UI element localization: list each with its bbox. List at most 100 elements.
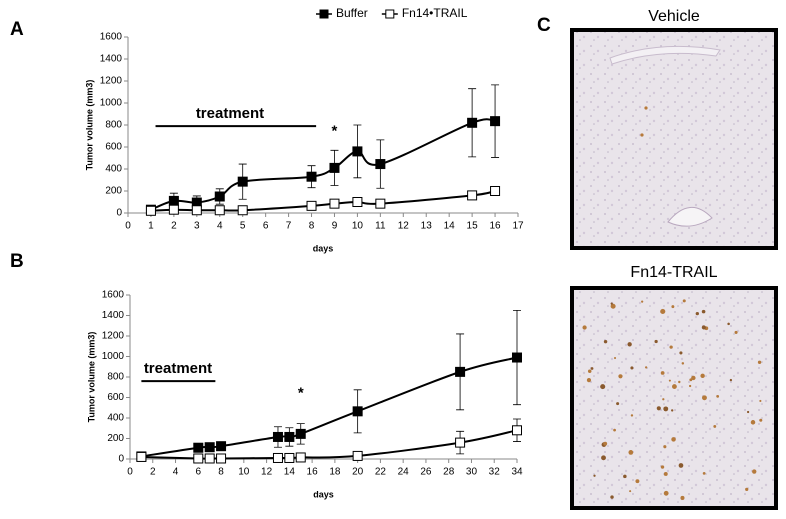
- x-tick-label: 5: [240, 221, 246, 232]
- stain-dot: [662, 398, 665, 401]
- data-point: [375, 198, 386, 209]
- stain-dot: [587, 369, 592, 374]
- stain-dot: [672, 384, 677, 389]
- stain-dot: [640, 133, 644, 137]
- y-tick-label: 200: [105, 186, 122, 197]
- stain-dot: [590, 367, 594, 370]
- data-point: [214, 191, 225, 202]
- stain-dot: [691, 375, 696, 381]
- stain-dot: [603, 441, 608, 446]
- stain-dot: [702, 472, 706, 475]
- stain-dot: [678, 380, 681, 384]
- stain-dots: [582, 299, 763, 500]
- x-tick-label: 17: [512, 221, 524, 232]
- stain-dot: [610, 303, 616, 309]
- stain-dot: [669, 345, 673, 349]
- stain-dot: [630, 414, 634, 417]
- y-tick-label: 1000: [102, 351, 125, 362]
- x-tick-label: 6: [196, 467, 202, 478]
- stain-dot: [682, 299, 686, 303]
- data-point: [455, 437, 466, 448]
- stain-dot: [680, 495, 685, 500]
- x-tick-label: 4: [217, 221, 223, 232]
- data-point: [204, 453, 215, 464]
- stain-dot: [695, 311, 699, 316]
- stain-dot: [702, 395, 707, 401]
- x-tick-label: 30: [466, 467, 478, 478]
- tissue-vessel: [609, 45, 721, 65]
- stain-dot: [734, 330, 738, 334]
- data-point: [352, 197, 363, 207]
- legend: Buffer Fn14•TRAIL: [316, 6, 468, 20]
- data-point: [306, 171, 317, 182]
- legend-label: Buffer: [336, 6, 368, 20]
- x-tick-label: 15: [467, 221, 479, 232]
- data-point: [272, 452, 283, 463]
- stain-dot: [671, 409, 674, 412]
- image-title: Fn14-TRAIL: [630, 264, 717, 281]
- data-point: [455, 366, 466, 377]
- panel-label: B: [10, 251, 24, 272]
- stain-dot: [630, 366, 634, 370]
- data-point: [216, 453, 227, 464]
- stain-dot: [660, 371, 665, 375]
- stain-dot: [601, 455, 606, 461]
- x-tick-label: 16: [307, 467, 319, 478]
- legend-label: Fn14•TRAIL: [402, 6, 468, 20]
- y-tick-label: 600: [107, 392, 124, 403]
- x-axis-title: days: [313, 489, 334, 499]
- x-tick-label: 10: [238, 467, 250, 478]
- x-tick-label: 24: [398, 467, 410, 478]
- stain-dot: [663, 445, 667, 449]
- x-tick-label: 20: [352, 467, 364, 478]
- stain-dot: [759, 399, 762, 403]
- x-tick-label: 0: [127, 467, 133, 478]
- x-tick-label: 6: [263, 221, 269, 232]
- x-tick-label: 1: [148, 221, 154, 232]
- stain-dot: [663, 490, 669, 496]
- stain-dot: [678, 463, 684, 468]
- data-point: [467, 190, 478, 201]
- y-tick-label: 1400: [102, 310, 125, 321]
- x-tick-label: 10: [352, 221, 364, 232]
- x-tick-label: 0: [125, 221, 131, 232]
- y-tick-label: 0: [116, 208, 122, 219]
- x-tick-label: 8: [218, 467, 224, 478]
- x-axis-title: days: [313, 243, 334, 253]
- stain-dot: [745, 487, 749, 491]
- y-tick-label: 0: [118, 454, 124, 465]
- data-point: [168, 195, 179, 206]
- data-point: [136, 451, 147, 462]
- x-tick-label: 14: [444, 221, 456, 232]
- data-point: [237, 176, 248, 187]
- stain-dot: [713, 424, 717, 428]
- annotation: *: [298, 384, 304, 401]
- x-tick-label: 32: [489, 467, 501, 478]
- image-title: Vehicle: [648, 8, 700, 25]
- stain-dot: [716, 395, 720, 398]
- x-tick-label: 2: [150, 467, 156, 478]
- data-point: [512, 352, 522, 363]
- stain-dot: [654, 339, 658, 344]
- annotation: treatment: [196, 105, 264, 122]
- data-point: [204, 442, 215, 453]
- stain-dot: [623, 474, 627, 479]
- data-point: [467, 117, 478, 128]
- stain-dot: [613, 428, 616, 432]
- data-point: [193, 442, 204, 453]
- x-tick-label: 4: [173, 467, 179, 478]
- data-point: [214, 205, 225, 216]
- y-tick-label: 1600: [102, 290, 125, 301]
- data-point: [145, 205, 156, 216]
- y-tick-label: 1000: [100, 98, 123, 109]
- y-tick-label: 1400: [100, 54, 123, 65]
- stain-dot: [671, 305, 675, 309]
- x-tick-label: 18: [329, 467, 341, 478]
- data-point: [329, 198, 340, 209]
- stain-dot: [610, 302, 613, 305]
- data-point: [193, 453, 204, 464]
- data-point: [306, 200, 317, 211]
- y-tick-label: 1200: [102, 331, 125, 342]
- stain-dot: [688, 384, 692, 388]
- data-point: [352, 406, 363, 417]
